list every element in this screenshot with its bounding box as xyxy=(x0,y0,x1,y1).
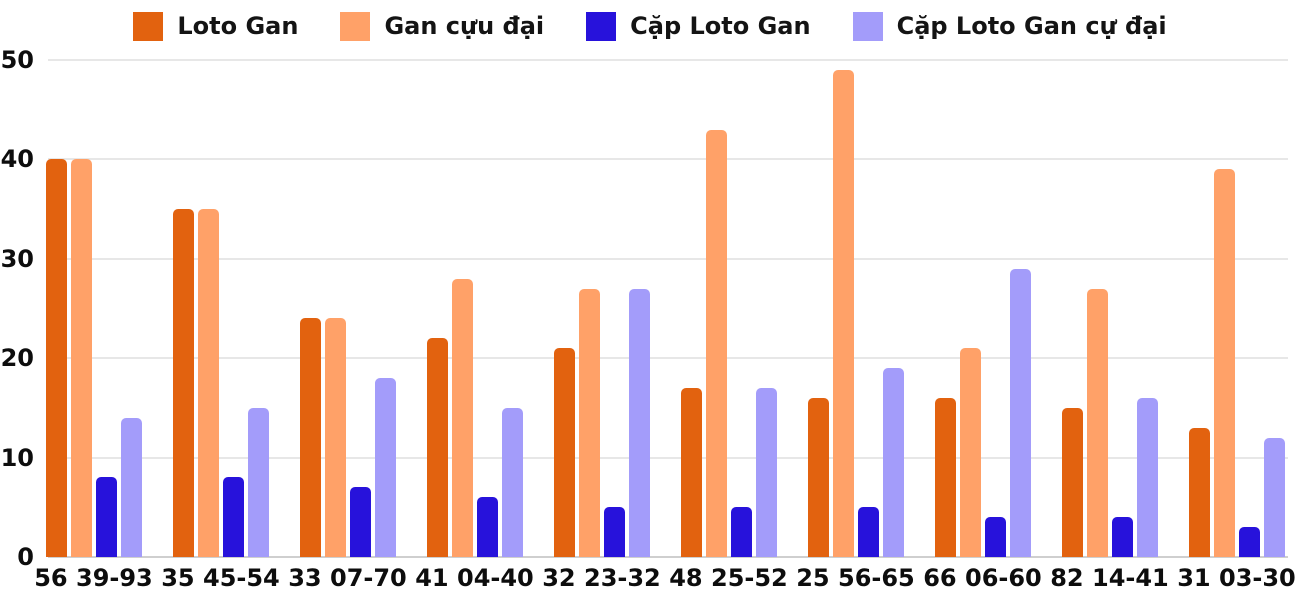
bar-cap-loto-gan-cu-dai xyxy=(882,368,904,557)
x-tick-label: 41 04-40 xyxy=(415,564,534,592)
bar-cap-loto-gan xyxy=(603,507,625,557)
bar-cap-loto-gan xyxy=(1111,517,1133,557)
x-tick-label: 82 14-41 xyxy=(1050,564,1169,592)
gridline-y0 xyxy=(48,556,1288,558)
bar-cap-loto-gan xyxy=(476,497,498,557)
chart-legend: Loto Gan Gan cựu đại Cặp Loto Gan Cặp Loto … xyxy=(0,7,1300,45)
bar-cap-loto-gan xyxy=(95,477,117,557)
legend-item-loto-gan[interactable]: Loto Gan xyxy=(133,11,299,41)
bar-loto-gan xyxy=(1061,407,1083,557)
gridline-y10 xyxy=(48,456,1288,459)
bar-group-82-14-41 xyxy=(1046,60,1173,557)
gridline-y40 xyxy=(48,158,1288,161)
bar-cap-loto-gan xyxy=(222,477,244,557)
plot-area xyxy=(30,60,1300,557)
bar-loto-gan xyxy=(1188,427,1210,557)
bar-cap-loto-gan-cu-dai xyxy=(1009,268,1031,557)
legend-swatch-icon xyxy=(586,11,617,41)
bar-group-25-56-65 xyxy=(792,60,919,557)
x-axis: 56 39-93 35 45-54 33 07-70 41 04-40 32 23-32… xyxy=(30,561,1300,595)
bar-gan-cuu-dai xyxy=(959,348,981,557)
bar-loto-gan xyxy=(426,338,448,557)
bar-cap-loto-gan-cu-dai xyxy=(374,378,396,557)
legend-label: Cặp Loto Gan cự đại xyxy=(896,12,1167,40)
x-tick-label: 31 03-30 xyxy=(1177,564,1296,592)
bar-gan-cuu-dai xyxy=(578,288,600,557)
legend-label: Gan cựu đại xyxy=(384,12,545,40)
bar-loto-gan xyxy=(680,388,702,557)
x-tick-label: 32 23-32 xyxy=(542,564,661,592)
bar-cap-loto-gan-cu-dai xyxy=(501,407,523,557)
bar-loto-gan xyxy=(934,397,956,557)
y-axis: 0 10 20 30 40 50 xyxy=(0,0,36,600)
bar-cap-loto-gan-cu-dai xyxy=(1136,397,1158,557)
legend-swatch-icon xyxy=(852,11,883,41)
bar-gan-cuu-dai xyxy=(1213,169,1235,557)
y-tick-label: 30 xyxy=(0,244,34,273)
y-tick-label: 50 xyxy=(0,46,34,74)
legend-swatch-icon xyxy=(133,11,164,41)
bar-gan-cuu-dai xyxy=(832,69,854,557)
x-tick-label: 66 06-60 xyxy=(923,564,1042,592)
bar-group-56-39-93 xyxy=(30,60,157,557)
legend-swatch-icon xyxy=(340,11,371,41)
bar-cap-loto-gan xyxy=(857,507,879,557)
gridline-y20 xyxy=(48,357,1288,360)
y-tick-label: 0 xyxy=(17,543,34,571)
x-tick-label: 25 56-65 xyxy=(796,564,915,592)
bar-loto-gan xyxy=(807,397,829,557)
bar-cap-loto-gan-cu-dai xyxy=(247,407,269,557)
y-tick-label: 20 xyxy=(0,344,34,373)
y-tick-label: 10 xyxy=(0,443,34,472)
bar-cap-loto-gan-cu-dai xyxy=(628,288,650,557)
bar-cap-loto-gan-cu-dai xyxy=(120,417,142,557)
x-tick-label: 35 45-54 xyxy=(161,564,280,592)
legend-item-gan-cuu-dai[interactable]: Gan cựu đại xyxy=(340,11,545,41)
bar-group-41-04-40 xyxy=(411,60,538,557)
legend-item-cap-loto-gan[interactable]: Cặp Loto Gan xyxy=(586,11,811,41)
bar-cap-loto-gan xyxy=(1238,527,1260,557)
bar-group-33-07-70 xyxy=(284,60,411,557)
bar-group-66-06-60 xyxy=(919,60,1046,557)
bar-gan-cuu-dai xyxy=(70,159,92,557)
bar-group-48-25-52 xyxy=(665,60,792,557)
gridline-y30 xyxy=(48,257,1288,260)
x-tick-label: 48 25-52 xyxy=(669,564,788,592)
bar-group-32-23-32 xyxy=(538,60,665,557)
bar-loto-gan xyxy=(299,318,321,557)
bar-cap-loto-gan xyxy=(730,507,752,557)
x-tick-label: 56 39-93 xyxy=(34,564,153,592)
gridlines xyxy=(48,59,1288,558)
legend-label: Loto Gan xyxy=(177,12,299,40)
legend-label: Cặp Loto Gan xyxy=(630,12,811,40)
bar-loto-gan xyxy=(45,159,67,557)
legend-item-cap-loto-gan-cu-dai[interactable]: Cặp Loto Gan cự đại xyxy=(852,11,1167,41)
gridline-y50 xyxy=(48,59,1288,61)
y-tick-label: 40 xyxy=(0,145,34,174)
bar-loto-gan xyxy=(172,209,194,557)
bar-gan-cuu-dai xyxy=(451,278,473,557)
bar-group-35-45-54 xyxy=(157,60,284,557)
bar-cap-loto-gan xyxy=(349,487,371,557)
bar-cap-loto-gan xyxy=(984,517,1006,557)
bar-cap-loto-gan-cu-dai xyxy=(755,388,777,557)
bar-gan-cuu-dai xyxy=(1086,288,1108,557)
bar-gan-cuu-dai xyxy=(324,318,346,557)
bar-loto-gan xyxy=(553,348,575,557)
bar-gan-cuu-dai xyxy=(197,209,219,557)
x-tick-label: 33 07-70 xyxy=(288,564,407,592)
bar-group-31-03-30 xyxy=(1173,60,1300,557)
bar-gan-cuu-dai xyxy=(705,129,727,557)
bar-cap-loto-gan-cu-dai xyxy=(1263,437,1285,557)
